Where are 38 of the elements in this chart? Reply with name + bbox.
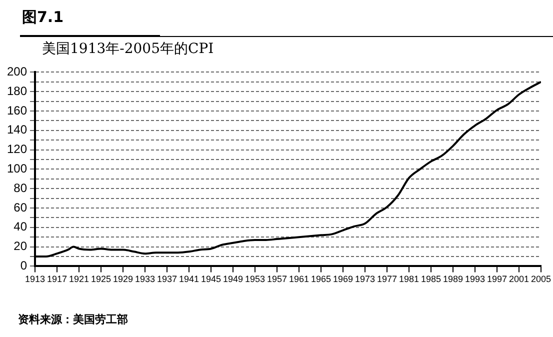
x-tick-label: 1957 xyxy=(266,274,288,284)
y-tick-label: 140 xyxy=(6,122,28,137)
y-tick-label: 0 xyxy=(20,258,28,273)
y-tick-label: 80 xyxy=(14,180,28,195)
x-tick-label: 1977 xyxy=(376,274,398,284)
x-tick-label: 1961 xyxy=(288,274,310,284)
x-tick-label: 1969 xyxy=(332,274,354,284)
x-tick-label: 1933 xyxy=(135,274,156,284)
x-tick-label: 1921 xyxy=(69,274,90,284)
x-tick-label: 1989 xyxy=(442,274,464,284)
x-tick-label: 1973 xyxy=(354,274,376,284)
y-tick-label: 40 xyxy=(14,220,28,234)
x-tick-label: 1917 xyxy=(47,274,68,284)
x-tick-label: 2005 xyxy=(530,274,552,284)
text: 资料来源：美国劳工部 xyxy=(18,312,128,327)
y-tick-label: 100 xyxy=(6,162,28,176)
x-tick-label: 1937 xyxy=(156,274,178,284)
x-tick-label: 1993 xyxy=(464,274,486,284)
x-tick-label: 1913 xyxy=(25,274,46,284)
x-tick-label: 1925 xyxy=(91,274,112,284)
y-tick-label: 200 xyxy=(6,64,28,79)
y-tick-label: 160 xyxy=(6,103,28,118)
x-tick-label: 1965 xyxy=(310,274,332,284)
x-tick-label: 2001 xyxy=(508,274,530,284)
chart-title: 图7.1 xyxy=(22,8,64,27)
y-tick-label: 180 xyxy=(6,84,28,98)
x-tick-label: 1953 xyxy=(244,274,266,284)
x-tick-label: 1945 xyxy=(200,274,222,284)
x-tick-label: 1949 xyxy=(222,274,244,284)
chart-subtitle: 美国1913年-2005年的CPI xyxy=(42,40,214,58)
x-tick-label: 1941 xyxy=(178,274,200,284)
y-tick-label: 20 xyxy=(14,239,28,254)
y-tick-label: 120 xyxy=(6,142,28,156)
x-tick-label: 1929 xyxy=(113,274,134,284)
x-tick-label: 1981 xyxy=(398,274,420,284)
x-tick-label: 1985 xyxy=(420,274,442,284)
x-tick-label: 1997 xyxy=(486,274,508,284)
y-tick-label: 60 xyxy=(14,200,28,214)
